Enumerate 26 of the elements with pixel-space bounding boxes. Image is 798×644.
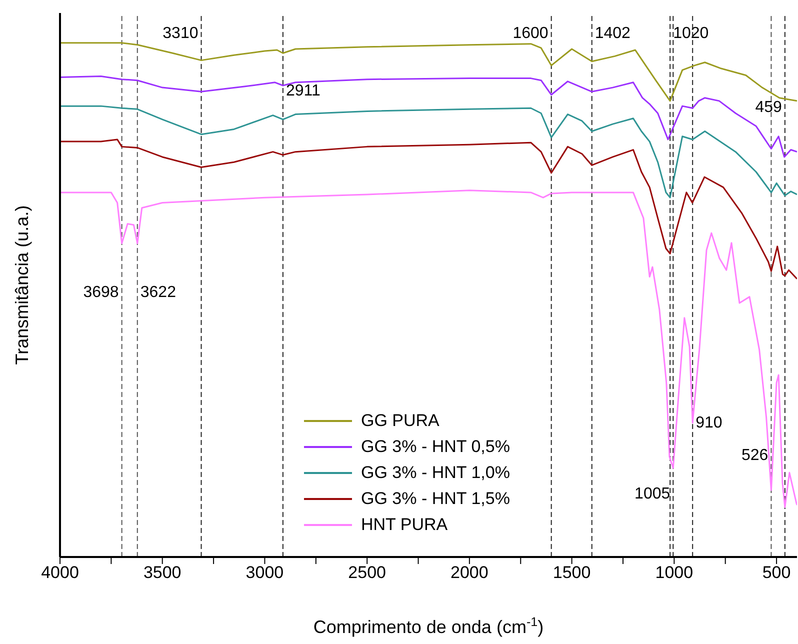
x-tick-label: 2000: [450, 563, 488, 582]
x-axis-title: Comprimento de onda (cm$^{-1}$): [313, 615, 544, 637]
x-tick-label: 1000: [655, 563, 694, 582]
ref-line-label: 910: [696, 414, 722, 432]
ref-line-label: 1600: [512, 25, 548, 42]
ref-line-label: 526: [742, 447, 768, 464]
legend-label: GG 3% - HNT 0,5%: [361, 436, 510, 458]
x-tick-label: 1500: [552, 563, 591, 582]
ref-line-label: 1402: [594, 25, 631, 42]
x-tick-label: 2500: [348, 563, 386, 582]
legend-label: HNT PURA: [361, 514, 448, 536]
x-tick-label: 4000: [41, 563, 79, 582]
ref-line-label: 1005: [634, 485, 670, 502]
x-tick-label: 500: [762, 563, 791, 582]
ref-line-label: 2911: [286, 82, 320, 100]
ref-line-label: 459: [755, 99, 782, 116]
ref-line-label: 3698: [83, 284, 119, 301]
ref-line-label: 3622: [140, 284, 176, 301]
legend-label: GG PURA: [361, 410, 440, 432]
legend-label: GG 3% - HNT 1,0%: [361, 462, 510, 484]
x-tick-label: 3500: [143, 563, 182, 582]
y-axis-title: Transmitância (u.a.): [12, 205, 32, 365]
x-tick-label: 3000: [246, 563, 284, 582]
ref-line-label: 1020: [673, 25, 709, 42]
legend-label: GG 3% - HNT 1,5%: [361, 488, 510, 510]
ref-line-label: 3310: [162, 25, 198, 42]
